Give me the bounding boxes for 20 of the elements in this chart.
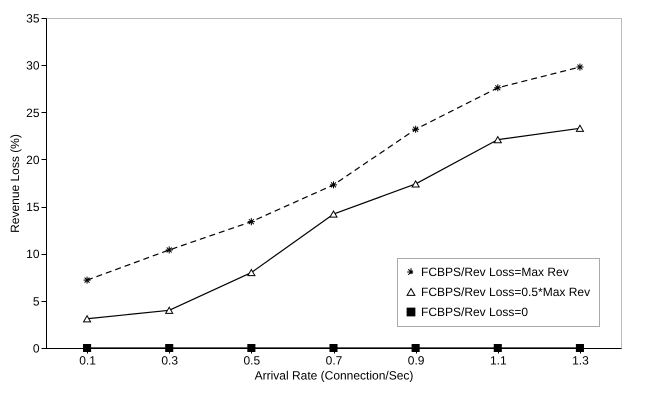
x-tick-label: 0.5 — [244, 354, 261, 368]
legend-label: FCBPS/Rev Loss=0 — [421, 305, 528, 319]
x-axis-title: Arrival Rate (Connection/Sec) — [254, 368, 414, 382]
y-tick-label: 30 — [26, 58, 40, 73]
y-tick-label: 10 — [26, 247, 40, 262]
y-tick-label: 25 — [26, 106, 40, 120]
y-axis-title: Revenue Loss (%) — [8, 134, 22, 233]
x-tick-label: 0.1 — [79, 354, 96, 368]
x-tick-label: 1.1 — [490, 354, 507, 368]
legend-label: FCBPS/Rev Loss=Max Rev — [421, 265, 569, 279]
x-tick-label: 0.9 — [408, 354, 425, 368]
y-tick-label: 35 — [26, 12, 40, 26]
x-tick-label: 0.3 — [161, 354, 178, 368]
legend-label: FCBPS/Rev Loss=0.5*Max Rev — [421, 285, 590, 299]
y-tick-label: 15 — [26, 200, 40, 214]
y-tick-label: 0 — [32, 342, 40, 356]
y-tick-label: 20 — [26, 152, 40, 167]
y-tick-label: 5 — [32, 294, 40, 308]
x-tick-label: 0.7 — [326, 354, 343, 368]
x-tick-label: 1.3 — [572, 354, 590, 368]
